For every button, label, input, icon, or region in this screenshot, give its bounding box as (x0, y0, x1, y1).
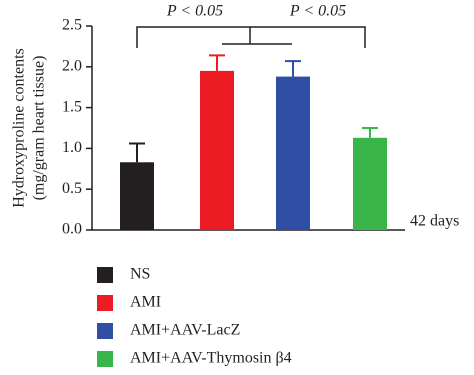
y-tick-label: 0.0 (62, 221, 82, 238)
x-note: 42 days (410, 213, 459, 230)
significance-bracket (136, 26, 366, 48)
bar (120, 162, 154, 230)
y-tick-label: 1.0 (62, 139, 82, 156)
y-tick-label: 2.0 (62, 57, 82, 74)
legend-label: AMI+AAV-LacZ (130, 322, 240, 339)
bar (353, 137, 387, 230)
y-axis-label: (mg/gram heart tissue) (31, 56, 48, 201)
annotation: P < 0.05 (166, 3, 223, 20)
legend-swatch (97, 267, 113, 283)
legend-label: AMI (130, 294, 161, 311)
legend-swatch (97, 351, 113, 367)
legend-label: NS (130, 266, 150, 283)
bar (200, 70, 234, 230)
y-tick-label: 1.5 (62, 98, 82, 115)
annotation: P < 0.05 (289, 3, 346, 20)
legend-swatch (97, 323, 113, 339)
bar (276, 76, 310, 230)
y-axis-label: Hydroxyproline contents (11, 48, 28, 208)
y-tick-label: 2.5 (62, 17, 82, 34)
y-tick-label: 0.5 (62, 180, 82, 197)
legend-swatch (97, 295, 113, 311)
legend-label: AMI+AAV-Thymosin β4 (130, 350, 292, 367)
